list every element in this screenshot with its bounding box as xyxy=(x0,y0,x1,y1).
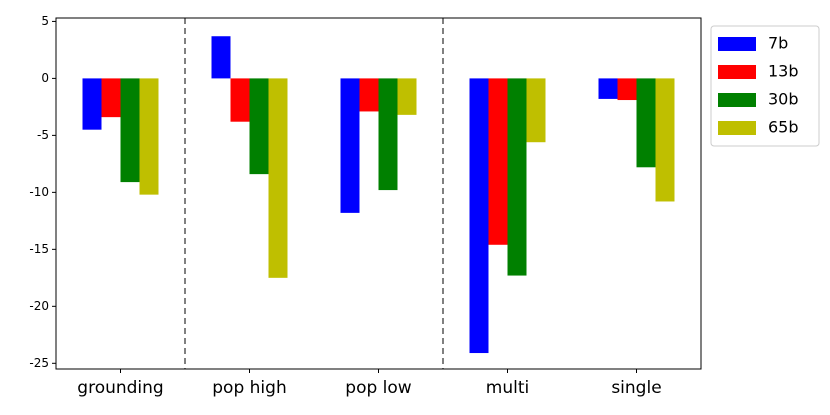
x-tick-label: pop high xyxy=(212,378,286,398)
bar xyxy=(488,78,508,245)
y-tick-label: -25 xyxy=(29,356,49,370)
bar xyxy=(101,78,121,118)
bar xyxy=(469,78,489,354)
legend-swatch xyxy=(718,37,756,51)
x-tick-label: pop low xyxy=(345,378,412,398)
y-tick-label: 0 xyxy=(41,71,49,85)
bar xyxy=(359,78,379,112)
y-tick-label: -20 xyxy=(29,299,49,313)
legend-label: 30b xyxy=(768,90,799,109)
bar xyxy=(230,78,250,122)
bar xyxy=(655,78,675,202)
legend-swatch xyxy=(718,121,756,135)
bar xyxy=(82,78,102,130)
plot-frame xyxy=(55,17,702,370)
legend-label: 7b xyxy=(768,34,788,53)
x-tick-label: grounding xyxy=(77,378,163,398)
bar xyxy=(526,78,546,143)
bar xyxy=(249,78,269,175)
bar xyxy=(378,78,398,191)
legend-box xyxy=(710,25,820,147)
bar xyxy=(139,78,159,195)
bar xyxy=(397,78,417,115)
y-tick-label: -5 xyxy=(37,128,49,142)
bar xyxy=(636,78,656,168)
y-tick-label: -10 xyxy=(29,185,49,199)
y-tick-label: -15 xyxy=(29,242,49,256)
bar xyxy=(598,78,618,99)
bar xyxy=(211,36,231,79)
legend-label: 65b xyxy=(768,118,799,137)
bar xyxy=(507,78,527,276)
x-tick-label: single xyxy=(611,378,661,398)
legend-swatch xyxy=(718,65,756,79)
bar xyxy=(617,78,637,101)
bar xyxy=(268,78,288,278)
legend-swatch xyxy=(718,93,756,107)
legend-label: 13b xyxy=(768,62,799,81)
x-tick-label: multi xyxy=(486,378,529,398)
bar xyxy=(340,78,360,213)
bar xyxy=(120,78,140,183)
y-tick-label: 5 xyxy=(41,14,49,28)
